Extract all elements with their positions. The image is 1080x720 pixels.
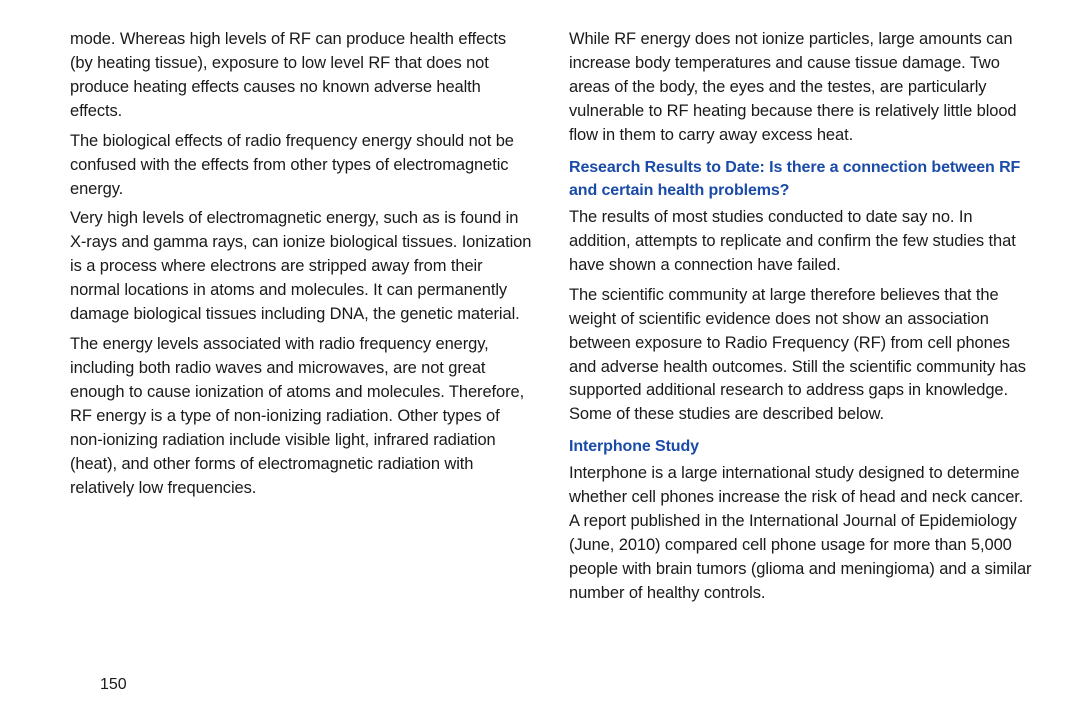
body-paragraph: Very high levels of electromagnetic ener…	[70, 207, 533, 327]
section-heading: Research Results to Date: Is there a con…	[569, 156, 1032, 202]
body-paragraph: mode. Whereas high levels of RF can prod…	[70, 28, 533, 124]
body-paragraph: The results of most studies conducted to…	[569, 206, 1032, 278]
page-number: 150	[100, 676, 127, 694]
right-column: While RF energy does not ionize particle…	[569, 28, 1032, 690]
body-paragraph: The energy levels associated with radio …	[70, 333, 533, 500]
body-paragraph: While RF energy does not ionize particle…	[569, 28, 1032, 148]
body-paragraph: Interphone is a large international stud…	[569, 462, 1032, 606]
section-heading: Interphone Study	[569, 435, 1032, 458]
body-paragraph: The scientific community at large theref…	[569, 284, 1032, 428]
body-paragraph: The biological effects of radio frequenc…	[70, 130, 533, 202]
document-page: mode. Whereas high levels of RF can prod…	[0, 0, 1080, 720]
left-column: mode. Whereas high levels of RF can prod…	[70, 28, 533, 690]
